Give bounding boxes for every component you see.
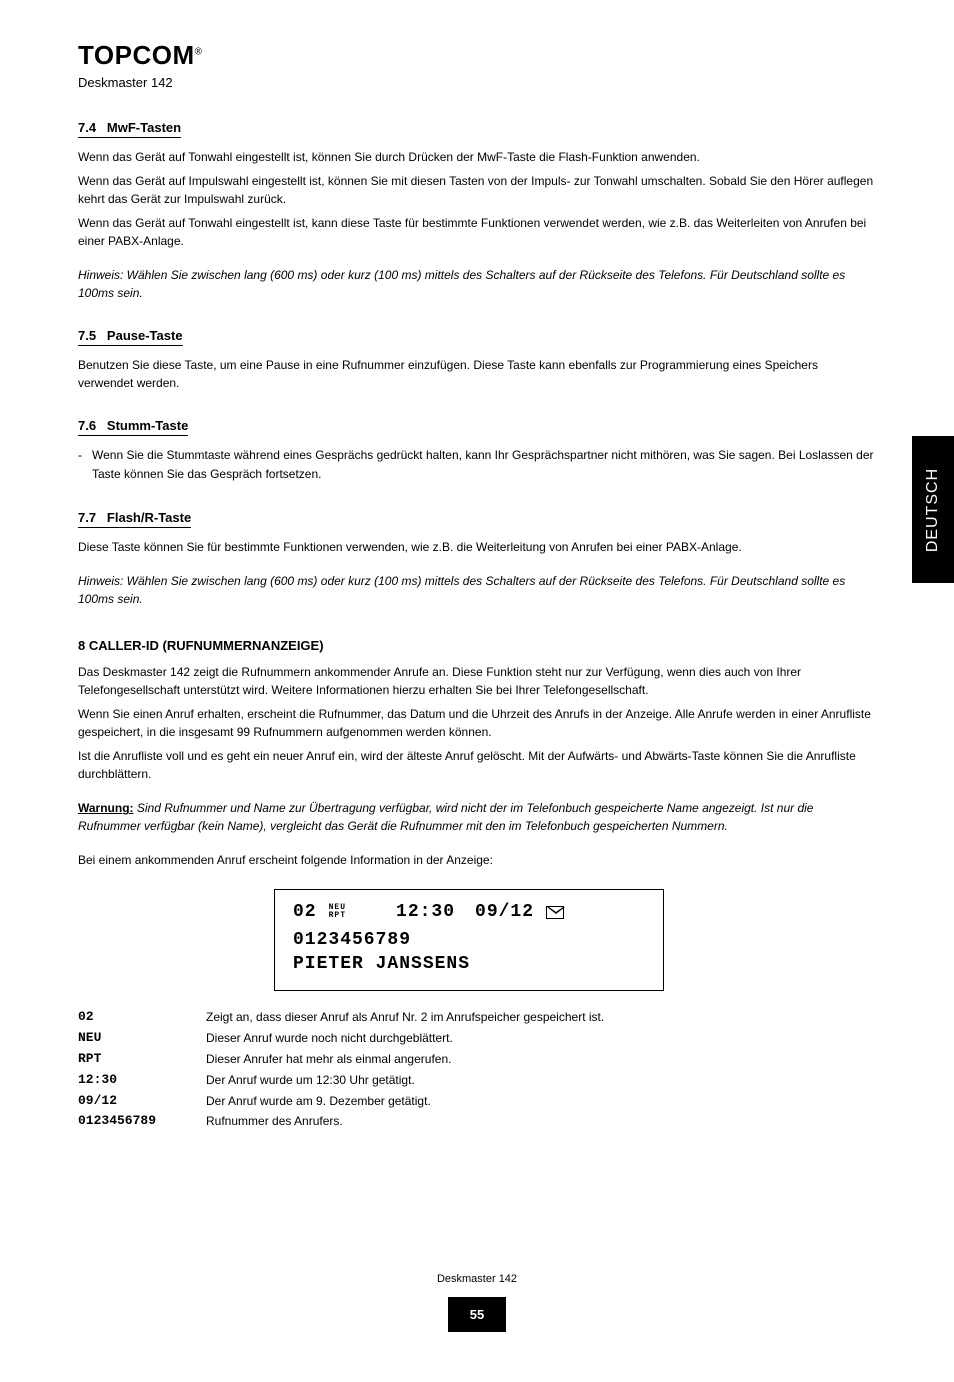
legend-neu-desc: Dieser Anruf wurde noch nicht durchgeblä… — [206, 1030, 453, 1047]
legend-rpt-label: RPT — [78, 1051, 206, 1067]
lcd-date: 09/12 — [475, 902, 534, 922]
lcd-neu-rpt: NEURPT — [329, 904, 346, 920]
envelope-icon — [546, 906, 564, 919]
section-7-7-body: Diese Taste können Sie für bestimmte Fun… — [78, 538, 876, 556]
legend-date-desc: Der Anruf wurde am 9. Dezember getätigt. — [206, 1093, 431, 1110]
legend-date-label: 09/12 — [78, 1093, 206, 1109]
section-8-body3: Ist die Anrufliste voll und es geht ein … — [78, 747, 876, 783]
section-7-4-note: Hinweis: Wählen Sie zwischen lang (600 m… — [78, 266, 876, 302]
section-8-body2: Wenn Sie einen Anruf erhalten, erscheint… — [78, 705, 876, 741]
legend-time-label: 12:30 — [78, 1072, 206, 1088]
lcd-time: 12:30 — [396, 902, 455, 922]
section-8-body5: Bei einem ankommenden Anruf erscheint fo… — [78, 851, 876, 869]
section-7-7-title: 7.7 Flash/R-Taste — [78, 510, 876, 528]
language-tab: DEUTSCH — [912, 436, 954, 583]
section-8-body1: Das Deskmaster 142 zeigt die Rufnummern … — [78, 663, 876, 699]
legend-neu-label: NEU — [78, 1030, 206, 1046]
section-8-body4: Warnung: Sind Rufnummer und Name zur Übe… — [78, 799, 876, 835]
section-7-5-title: 7.5 Pause-Taste — [78, 328, 876, 346]
lcd-name: PIETER JANSSENS — [293, 954, 645, 974]
section-7-4-body3: Wenn das Gerät auf Tonwahl eingestellt i… — [78, 214, 876, 250]
section-7-4-body2: Wenn das Gerät auf Impulswahl eingestell… — [78, 172, 876, 208]
section-7-4-title: 7.4 MwF-Tasten — [78, 120, 876, 138]
section-7-4-body1: Wenn das Gerät auf Tonwahl eingestellt i… — [78, 148, 876, 166]
legend-number-label: 0123456789 — [78, 1113, 206, 1129]
lcd-sequence: 02 — [293, 902, 317, 922]
legend-time-desc: Der Anruf wurde um 12:30 Uhr getätigt. — [206, 1072, 415, 1089]
section-7-7-note: Hinweis: Wählen Sie zwischen lang (600 m… — [78, 572, 876, 608]
section-7-5-body: Benutzen Sie diese Taste, um eine Pause … — [78, 356, 876, 392]
brand-logo: TOPCOM® — [78, 40, 203, 70]
legend-02-label: 02 — [78, 1009, 206, 1025]
lcd-number: 0123456789 — [293, 930, 645, 950]
section-7-6-title: 7.6 Stumm-Taste — [78, 418, 876, 436]
footer-product: Deskmaster 142 — [0, 1273, 954, 1285]
product-name: Deskmaster 142 — [78, 75, 876, 90]
legend-block: 02 Zeigt an, dass dieser Anruf als Anruf… — [78, 1009, 876, 1130]
legend-02-desc: Zeigt an, dass dieser Anruf als Anruf Nr… — [206, 1009, 604, 1026]
section-8-title: 8 CALLER-ID (RUFNUMMERNANZEIGE) — [78, 638, 876, 653]
lcd-display: 02 NEURPT 12:30 09/12 0123456789 PIETER … — [274, 889, 664, 991]
legend-number-desc: Rufnummer des Anrufers. — [206, 1113, 343, 1130]
legend-rpt-desc: Dieser Anrufer hat mehr als einmal anger… — [206, 1051, 451, 1068]
section-7-6-body: -Wenn Sie die Stummtaste während eines G… — [78, 446, 876, 484]
page-number: 55 — [448, 1297, 506, 1332]
